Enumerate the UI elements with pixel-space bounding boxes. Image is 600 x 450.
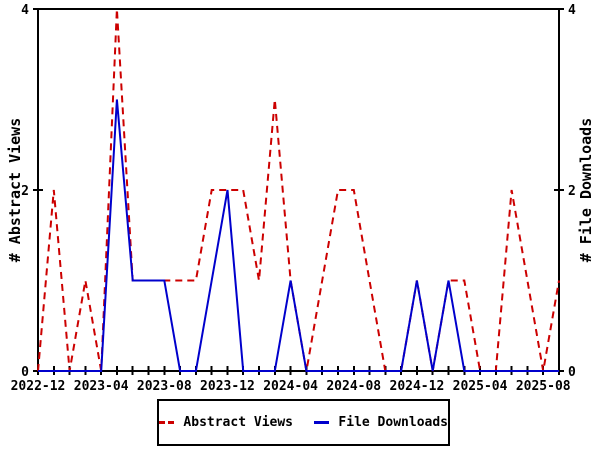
left-axis-title: # Abstract Views [6, 117, 24, 263]
x-axis: 2022-12 2023-04 2023-08 2023-12 2024-04 2024-… [11, 366, 571, 394]
legend-label-abstract-views: Abstract Views [183, 415, 293, 430]
legend: Abstract Views File Downloads [157, 399, 450, 446]
x-tick-label: 2025-04 [453, 379, 508, 394]
x-tick-label: 2024-04 [263, 379, 318, 394]
x-tick-label: 2023-08 [137, 379, 192, 394]
y-tick-label-right: 4 [568, 3, 576, 18]
x-tick-label: 2022-12 [11, 379, 66, 394]
y-tick-label-left: 4 [21, 3, 29, 18]
y-tick-label-right: 0 [568, 365, 576, 380]
legend-line-abstract-views [159, 421, 175, 424]
x-tick-label: 2024-08 [326, 379, 381, 394]
x-tick-label: 2025-08 [516, 379, 571, 394]
y-tick-label-right: 2 [568, 184, 576, 199]
plot-border [37, 8, 560, 372]
x-tick-label: 2023-12 [200, 379, 255, 394]
y-tick-label-left: 2 [21, 184, 29, 199]
right-axis-title: # File Downloads [577, 117, 595, 263]
y-tick-label-left: 0 [21, 365, 29, 380]
x-tick-label: 2023-04 [74, 379, 129, 394]
legend-label-file-downloads: File Downloads [338, 415, 448, 430]
legend-line-file-downloads [314, 421, 330, 424]
series-line-file-downloads [38, 99, 559, 372]
series-line-abstract-views [37, 8, 560, 372]
x-tick-label: 2024-12 [390, 379, 445, 394]
